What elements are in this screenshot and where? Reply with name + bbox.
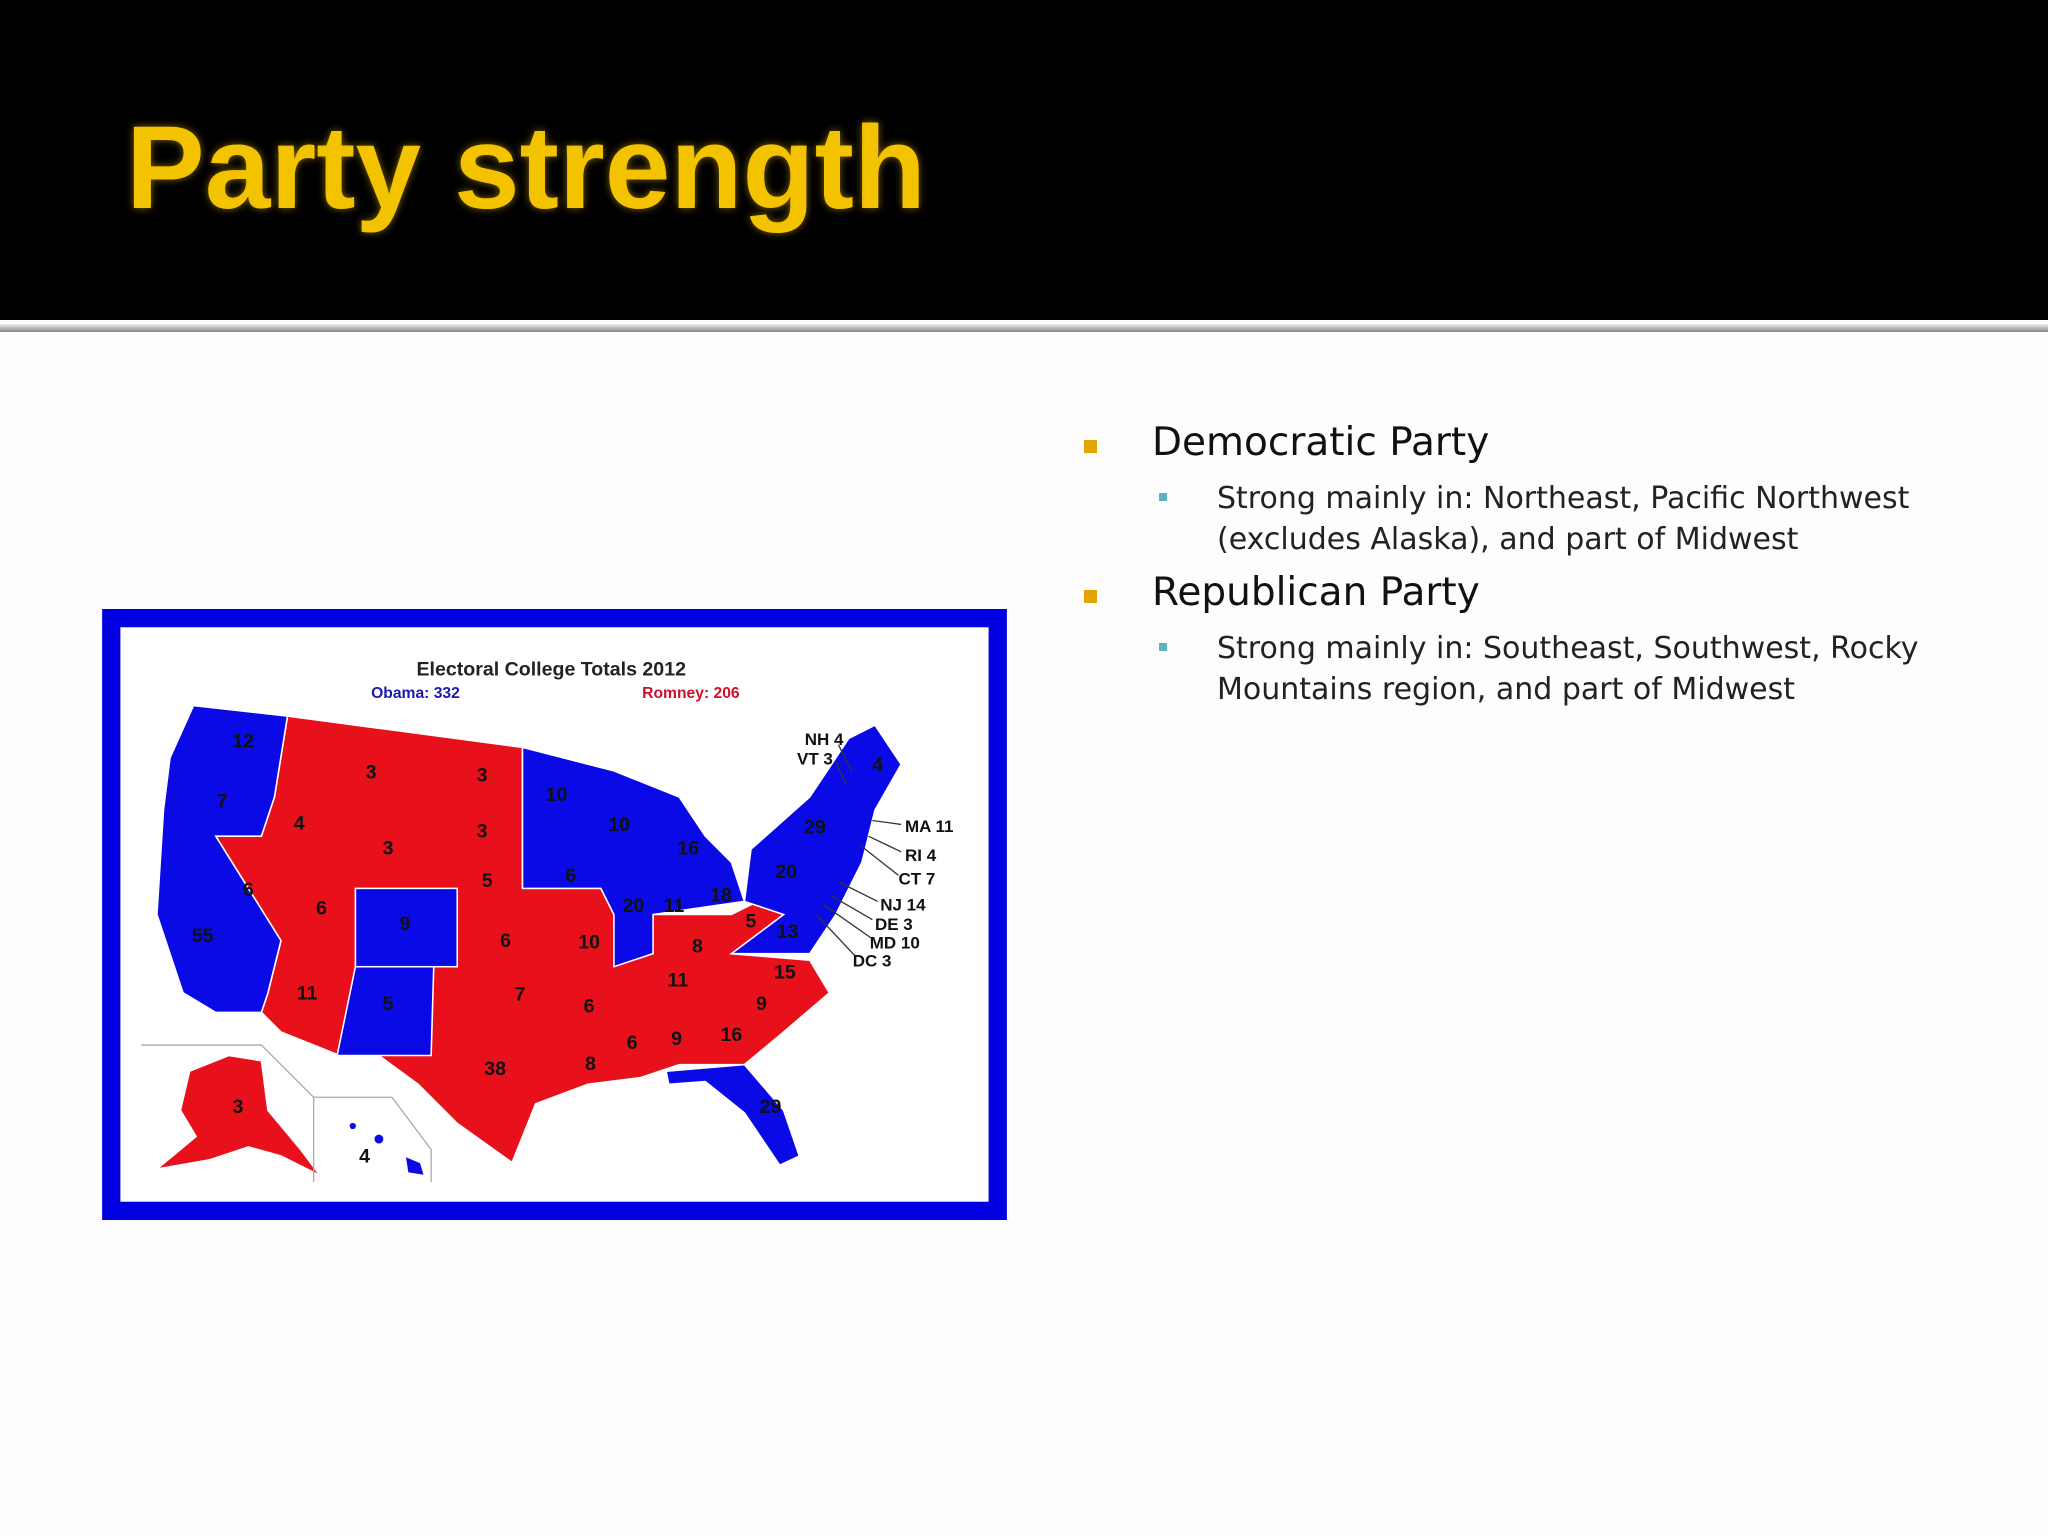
pacific-states bbox=[156, 704, 289, 1014]
state-callout: MD 10 bbox=[870, 933, 920, 952]
state-votes: 8 bbox=[692, 935, 703, 957]
header-rule bbox=[0, 324, 2048, 332]
obama-total: Obama: 332 bbox=[371, 685, 460, 702]
hawaii bbox=[404, 1154, 426, 1177]
state-votes: 6 bbox=[243, 879, 254, 901]
callout-lines bbox=[815, 744, 902, 957]
states bbox=[154, 704, 903, 1177]
state-callout: NJ 14 bbox=[880, 896, 926, 915]
state-votes: 5 bbox=[746, 911, 757, 933]
state-votes: 9 bbox=[671, 1028, 682, 1050]
state-votes: 16 bbox=[721, 1024, 743, 1046]
state-callout: DE 3 bbox=[875, 915, 913, 934]
state-votes: 6 bbox=[565, 865, 576, 887]
state-callout: DC 3 bbox=[853, 952, 892, 971]
state-votes: 11 bbox=[668, 969, 689, 991]
hawaii bbox=[372, 1133, 385, 1146]
state-callout: MA 11 bbox=[905, 817, 953, 836]
state-votes: 6 bbox=[500, 930, 511, 952]
state-votes: 7 bbox=[217, 790, 228, 812]
state-votes: 3 bbox=[383, 837, 394, 859]
state-votes: 5 bbox=[482, 870, 493, 892]
state-callout: CT 7 bbox=[899, 869, 936, 888]
state-votes: 13 bbox=[777, 921, 799, 943]
new-mexico bbox=[336, 965, 435, 1057]
state-votes: 3 bbox=[477, 820, 488, 842]
state-votes: 11 bbox=[297, 982, 318, 1004]
state-votes: 4 bbox=[359, 1146, 370, 1168]
hawaii bbox=[348, 1121, 358, 1131]
state-votes: 20 bbox=[775, 861, 797, 883]
state-votes: 10 bbox=[578, 931, 600, 953]
state-callout: VT 3 bbox=[797, 749, 833, 768]
alaska bbox=[154, 1054, 321, 1177]
sub-bullet: Strong mainly in: Northeast, Pacific Nor… bbox=[1080, 478, 1920, 560]
state-votes: 3 bbox=[477, 764, 488, 786]
state-votes: 6 bbox=[627, 1032, 638, 1054]
state-votes: 5 bbox=[383, 993, 394, 1015]
state-votes: 29 bbox=[804, 817, 826, 839]
state-votes: 38 bbox=[484, 1058, 506, 1080]
state-votes: 16 bbox=[677, 837, 699, 859]
slide-title: Party strength bbox=[126, 102, 926, 234]
inset-borders bbox=[141, 1044, 432, 1183]
state-votes: 10 bbox=[546, 784, 568, 806]
state-votes: 6 bbox=[584, 995, 595, 1017]
state-votes: 18 bbox=[710, 884, 732, 906]
state-votes: 15 bbox=[774, 961, 796, 983]
state-votes: 3 bbox=[366, 762, 377, 784]
state-votes: 9 bbox=[400, 913, 411, 935]
state-votes: 29 bbox=[760, 1096, 782, 1118]
romney-total: Romney: 206 bbox=[642, 685, 740, 702]
electoral-map: Electoral College Totals 2012 Obama: 332… bbox=[102, 609, 1007, 1220]
sub-bullet: Strong mainly in: Southeast, Southwest, … bbox=[1080, 628, 1920, 710]
florida bbox=[665, 1063, 801, 1167]
state-votes: 20 bbox=[623, 895, 645, 917]
bullet: Democratic Party bbox=[1080, 418, 1920, 468]
bullet: Republican Party bbox=[1080, 568, 1920, 618]
state-votes: 8 bbox=[585, 1053, 596, 1075]
state-votes: 9 bbox=[756, 993, 767, 1015]
state-votes: 55 bbox=[192, 925, 214, 947]
state-votes: 4 bbox=[294, 813, 305, 835]
bullet-list: Democratic Party Strong mainly in: Northe… bbox=[1080, 418, 1920, 718]
state-callout: NH 4 bbox=[805, 730, 844, 749]
state-votes: 6 bbox=[316, 898, 327, 920]
map-title: Electoral College Totals 2012 bbox=[416, 659, 686, 681]
state-votes: 3 bbox=[232, 1096, 243, 1118]
northeast-states bbox=[729, 724, 903, 955]
state-votes: 11 bbox=[664, 895, 685, 917]
state-votes: 12 bbox=[232, 730, 254, 752]
midwest-states bbox=[521, 746, 746, 968]
state-callout: RI 4 bbox=[905, 846, 937, 865]
header-bar bbox=[0, 0, 2048, 320]
state-votes: 4 bbox=[872, 754, 883, 776]
state-votes: 7 bbox=[514, 984, 525, 1006]
state-votes: 10 bbox=[608, 814, 630, 836]
